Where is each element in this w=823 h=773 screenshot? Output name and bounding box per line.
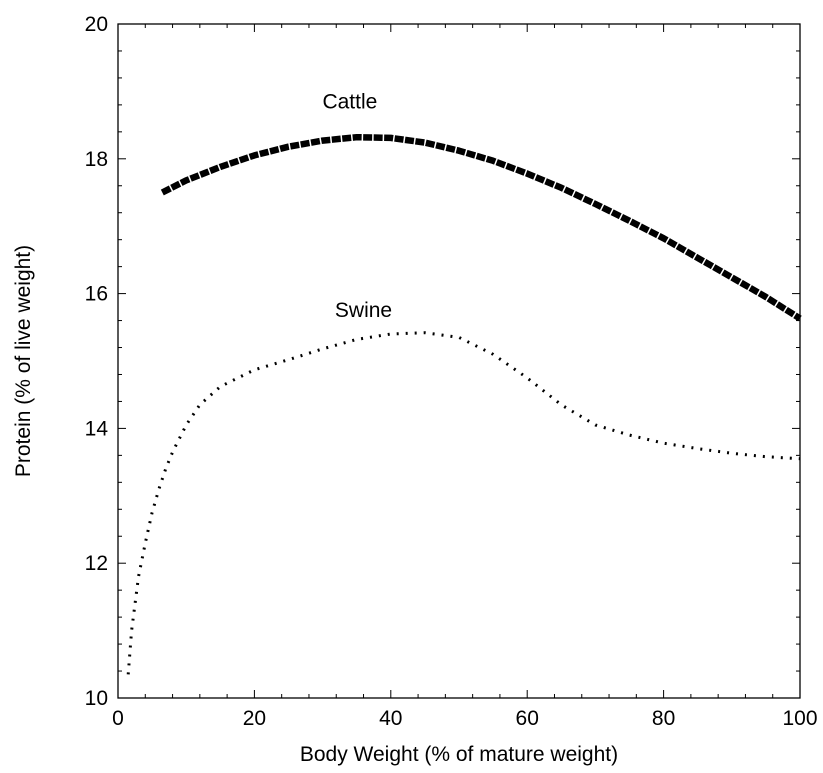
x-tick-label: 20 [243, 707, 266, 730]
plot-frame [117, 23, 801, 699]
x-tick-label: 100 [782, 707, 817, 730]
y-tick-label: 18 [85, 148, 108, 171]
x-tick-label: 80 [652, 707, 675, 730]
y-tick-label: 14 [85, 417, 109, 440]
y-tick-label: 16 [85, 283, 108, 306]
y-tick-labels: 10 12 14 16 18 20 [85, 13, 109, 710]
x-tick-label: 60 [516, 707, 539, 730]
series-line-swine [126, 331, 801, 675]
y-tick-label: 20 [85, 13, 108, 36]
series-annotation-label: Cattle [322, 90, 377, 113]
series-annotation-label: Swine [335, 299, 392, 322]
series-line-cattle [160, 133, 802, 322]
series-layer [126, 133, 802, 675]
y-tick-label: 12 [85, 552, 108, 575]
x-tick-label: 0 [112, 707, 124, 730]
y-tick-label: 10 [85, 687, 108, 710]
y-axis-label: Protein (% of live weight) [12, 245, 35, 477]
axis-ticks [117, 23, 801, 699]
x-axis-label: Body Weight (% of mature weight) [300, 743, 618, 766]
x-tick-label: 40 [379, 707, 402, 730]
annotation-layer: Cattle Swine [322, 90, 392, 322]
x-tick-labels: 0 20 40 60 80 100 [112, 707, 817, 730]
